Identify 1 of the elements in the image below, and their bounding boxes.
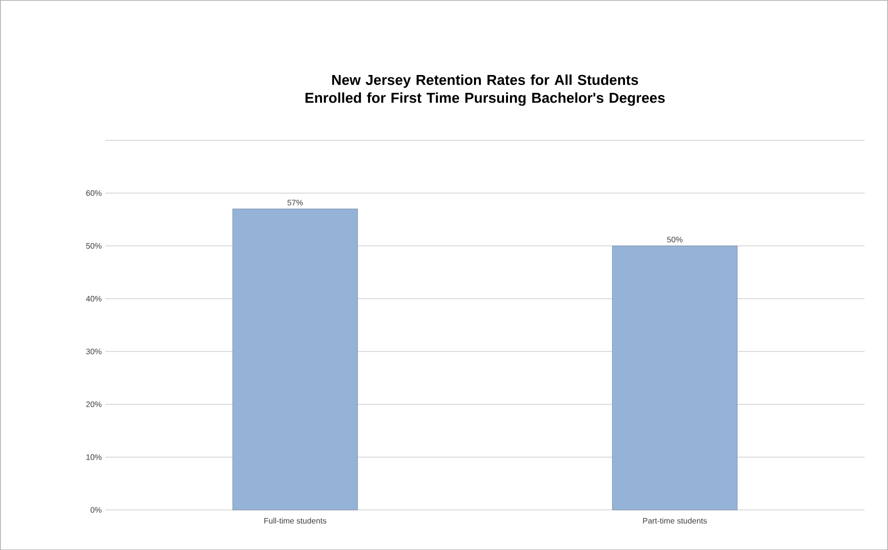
chart-title: New Jersey Retention Rates for All Students Enrolled for First Time Pursuing Bachelor's Degrees <box>306 74 665 106</box>
